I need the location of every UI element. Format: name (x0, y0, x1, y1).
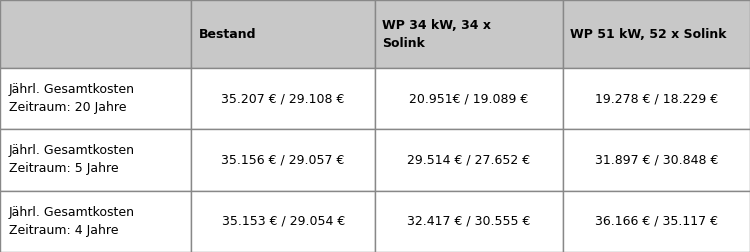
Text: Bestand: Bestand (199, 27, 256, 41)
Text: Jährl. Gesamtkosten
Zeitraum: 5 Jahre: Jährl. Gesamtkosten Zeitraum: 5 Jahre (9, 144, 135, 175)
Bar (562, 129, 750, 191)
Bar (0, 0, 191, 68)
Text: Jährl. Gesamtkosten
Zeitraum: 4 Jahre: Jährl. Gesamtkosten Zeitraum: 4 Jahre (9, 206, 135, 237)
Bar (0, 191, 191, 252)
Bar (0, 68, 191, 129)
Bar (562, 191, 750, 252)
Bar (375, 0, 562, 68)
Text: 35.207 € / 29.108 €: 35.207 € / 29.108 € (221, 92, 345, 105)
Bar (375, 68, 562, 129)
Bar (562, 68, 750, 129)
Text: 32.417 € / 30.555 €: 32.417 € / 30.555 € (407, 215, 530, 228)
Bar (375, 129, 562, 191)
Text: 20.951€ / 19.089 €: 20.951€ / 19.089 € (410, 92, 528, 105)
Text: Jährl. Gesamtkosten
Zeitraum: 20 Jahre: Jährl. Gesamtkosten Zeitraum: 20 Jahre (9, 83, 135, 114)
Bar (375, 191, 562, 252)
Bar (191, 129, 375, 191)
Bar (191, 191, 375, 252)
Text: 29.514 € / 27.652 €: 29.514 € / 27.652 € (407, 153, 530, 166)
Bar (191, 68, 375, 129)
Text: 36.166 € / 35.117 €: 36.166 € / 35.117 € (595, 215, 718, 228)
Text: 35.153 € / 29.054 €: 35.153 € / 29.054 € (221, 215, 345, 228)
Text: 31.897 € / 30.848 €: 31.897 € / 30.848 € (595, 153, 718, 166)
Bar (191, 0, 375, 68)
Text: 19.278 € / 18.229 €: 19.278 € / 18.229 € (595, 92, 718, 105)
Text: WP 34 kW, 34 x
Solink: WP 34 kW, 34 x Solink (382, 18, 491, 50)
Text: WP 51 kW, 52 x Solink: WP 51 kW, 52 x Solink (570, 27, 727, 41)
Bar (0, 129, 191, 191)
Bar (562, 0, 750, 68)
Text: 35.156 € / 29.057 €: 35.156 € / 29.057 € (221, 153, 345, 166)
